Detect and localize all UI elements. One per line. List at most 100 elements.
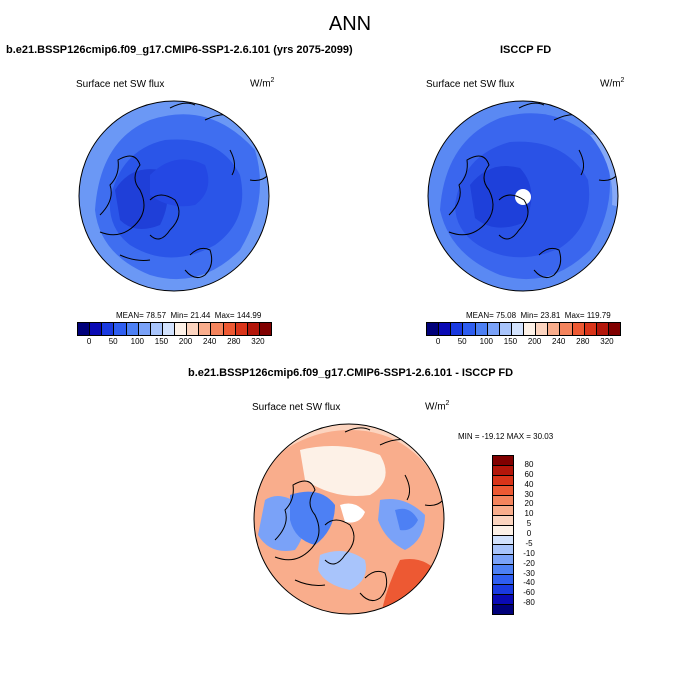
colorbar-c-swatch bbox=[493, 525, 513, 536]
colorbar-c-swatch bbox=[493, 565, 513, 576]
colorbar-b-tick-label: 50 bbox=[457, 337, 467, 346]
colorbar-c-tick-label: -60 bbox=[523, 588, 535, 598]
colorbar-a-tick-label: 150 bbox=[154, 337, 169, 346]
colorbar-c-swatch bbox=[493, 505, 513, 516]
colorbar-b-swatch bbox=[584, 323, 597, 335]
colorbar-b-swatch bbox=[572, 323, 585, 335]
colorbar-b-swatch bbox=[524, 323, 537, 335]
panel-a-units: W/m2 bbox=[250, 77, 275, 90]
colorbar-a-swatch bbox=[175, 323, 188, 335]
colorbar-c-tick-label: -80 bbox=[523, 598, 535, 608]
colorbar-a-swatch bbox=[150, 323, 163, 335]
colorbar-b-swatch bbox=[475, 323, 488, 335]
colorbar-a-swatch bbox=[126, 323, 139, 335]
colorbar-c-tick-label: -10 bbox=[523, 548, 535, 558]
figure-title: ANN bbox=[328, 13, 372, 35]
colorbar-b-tick-label: 150 bbox=[503, 337, 518, 346]
panel-c-units: W/m2 bbox=[425, 400, 450, 413]
colorbar-c-tick-label: 40 bbox=[524, 479, 534, 489]
colorbar-a-tick-label: 50 bbox=[108, 337, 118, 346]
colorbar-a-ticks: 0 50 100 150 200 240 280 320 bbox=[77, 337, 270, 349]
colorbar-a-tick-label: 200 bbox=[178, 337, 193, 346]
colorbar-c-tick-label: 20 bbox=[524, 499, 534, 509]
colorbar-c-tick-label: 80 bbox=[524, 459, 534, 469]
colorbar-a-tick-label: 0 bbox=[86, 337, 92, 346]
colorbar-a-tick-label: 320 bbox=[251, 337, 265, 346]
colorbar-b-ticks: 0 50 100 150 200 240 280 320 bbox=[426, 337, 619, 349]
colorbar-c-tick-label: -30 bbox=[523, 568, 535, 578]
colorbar-c bbox=[492, 455, 514, 615]
colorbar-a-swatch bbox=[187, 323, 200, 335]
colorbar-c-tick-label: -40 bbox=[523, 578, 535, 588]
colorbar-b-tick-label: 280 bbox=[576, 337, 590, 346]
panel-c-title: b.e21.BSSP126cmip6.f09_g17.CMIP6-SSP1-2.… bbox=[188, 367, 514, 379]
colorbar-a-swatch bbox=[259, 323, 271, 335]
colorbar-c-tick-label: 5 bbox=[526, 519, 532, 529]
colorbar-b bbox=[426, 322, 621, 336]
colorbar-b-swatch bbox=[427, 323, 440, 335]
colorbar-c-swatch bbox=[493, 465, 513, 476]
colorbar-a-swatch bbox=[247, 323, 260, 335]
colorbar-a-tick-label: 100 bbox=[130, 337, 144, 346]
panel-a-variable: Surface net SW flux bbox=[76, 79, 165, 90]
colorbar-c-swatch bbox=[493, 535, 513, 546]
colorbar-a-swatch bbox=[138, 323, 151, 335]
colorbar-c-swatch bbox=[493, 555, 513, 566]
colorbar-a-swatch bbox=[102, 323, 115, 335]
colorbar-a-swatch bbox=[211, 323, 224, 335]
colorbar-c-tick-label: 0 bbox=[526, 529, 532, 538]
colorbar-c-tick-label: -5 bbox=[525, 538, 533, 548]
colorbar-c-tick-label: 10 bbox=[524, 509, 534, 519]
colorbar-c-swatch bbox=[493, 515, 513, 526]
colorbar-c-tick-label: 30 bbox=[524, 489, 534, 499]
colorbar-c-tick-label: 60 bbox=[524, 469, 534, 479]
colorbar-a-tick-label: 240 bbox=[203, 337, 217, 346]
colorbar-c-ticks: 80 60 40 30 20 10 5 0 -5 -10 -20 -30 -40 -60 -80 bbox=[506, 455, 535, 613]
colorbar-c-tick-label: -20 bbox=[523, 558, 535, 568]
colorbar-a-swatch bbox=[78, 323, 91, 335]
colorbar-c-swatch bbox=[493, 475, 513, 486]
colorbar-b-swatch bbox=[463, 323, 476, 335]
colorbar-c-swatch bbox=[493, 545, 513, 556]
colorbar-b-swatch bbox=[560, 323, 573, 335]
colorbar-a-swatch bbox=[199, 323, 212, 335]
colorbar-b-swatch bbox=[596, 323, 609, 335]
panel-a-title: b.e21.BSSP126cmip6.f09_g17.CMIP6-SSP1-2.… bbox=[6, 44, 353, 56]
panel-a-stats: MEAN= 78.57 Min= 21.44 Max= 144.99 bbox=[116, 311, 262, 320]
panel-c-variable: Surface net SW flux bbox=[252, 402, 341, 413]
colorbar-b-swatch bbox=[511, 323, 524, 335]
colorbar-b-swatch bbox=[451, 323, 464, 335]
colorbar-a bbox=[77, 322, 272, 336]
colorbar-c-swatch bbox=[493, 585, 513, 596]
panel-b-stats: MEAN= 75.08 Min= 23.81 Max= 119.79 bbox=[466, 311, 611, 320]
colorbar-a-swatch bbox=[223, 323, 236, 335]
colorbar-c-swatch bbox=[493, 485, 513, 496]
colorbar-c-swatch bbox=[493, 605, 513, 614]
colorbar-b-swatch bbox=[487, 323, 500, 335]
colorbar-b-tick-label: 0 bbox=[435, 337, 441, 346]
colorbar-a-swatch bbox=[90, 323, 103, 335]
panel-b-title: ISCCP FD bbox=[500, 44, 552, 56]
missing-data-hole bbox=[515, 189, 531, 205]
panel-b-variable: Surface net SW flux bbox=[426, 79, 515, 90]
colorbar-a-swatch bbox=[235, 323, 248, 335]
colorbar-c-swatch bbox=[493, 495, 513, 506]
colorbar-b-swatch bbox=[548, 323, 561, 335]
colorbar-a-swatch bbox=[162, 323, 175, 335]
colorbar-c-swatch bbox=[493, 575, 513, 586]
panel-b-units: W/m2 bbox=[600, 77, 625, 90]
colorbar-b-swatch bbox=[439, 323, 452, 335]
colorbar-a-swatch bbox=[114, 323, 127, 335]
colorbar-c-swatch bbox=[493, 456, 513, 466]
colorbar-b-tick-label: 100 bbox=[479, 337, 493, 346]
colorbar-b-swatch bbox=[536, 323, 549, 335]
colorbar-b-tick-label: 320 bbox=[600, 337, 614, 346]
colorbar-b-tick-label: 240 bbox=[552, 337, 566, 346]
panel-c-minmax: MIN = -19.12 MAX = 30.03 bbox=[458, 432, 554, 441]
colorbar-b-swatch bbox=[499, 323, 512, 335]
colorbar-b-tick-label: 200 bbox=[527, 337, 542, 346]
colorbar-b-swatch bbox=[608, 323, 620, 335]
